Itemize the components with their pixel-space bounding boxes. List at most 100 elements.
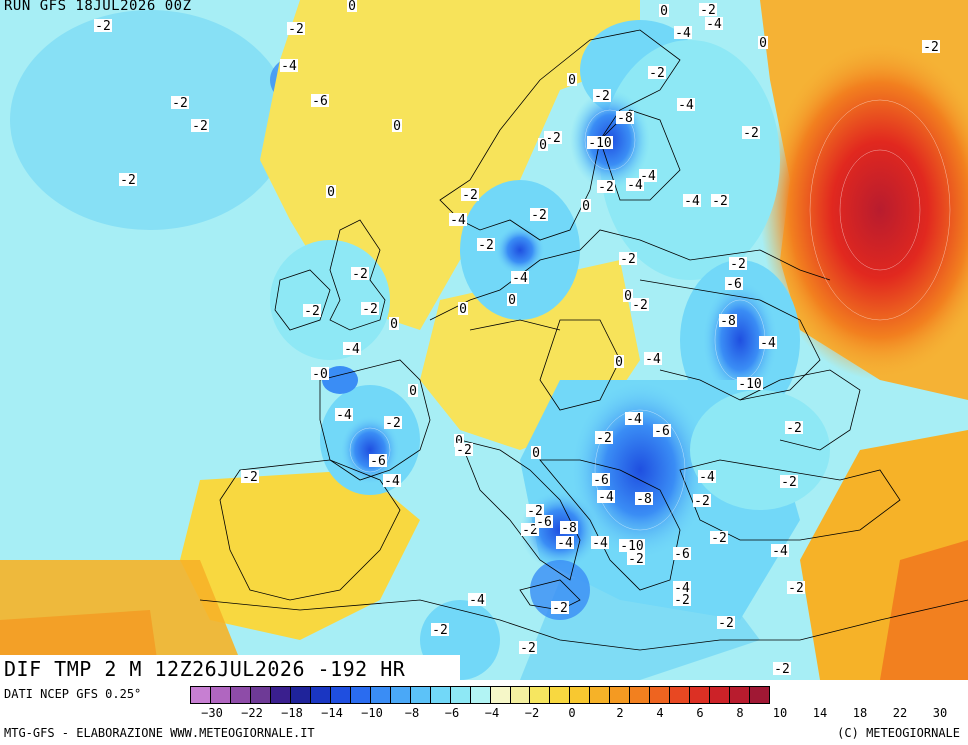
isoline-label: 0	[454, 434, 464, 449]
color-swatch	[570, 686, 591, 704]
isoline-label: -6	[311, 94, 329, 109]
isoline-label: -2	[477, 238, 495, 253]
isoline-label-text: -4	[469, 593, 485, 608]
isoline-label-text: -2	[674, 593, 690, 608]
color-scale-tick: −8	[404, 706, 420, 720]
isoline-label: 0	[581, 199, 591, 214]
isoline-label: -6	[535, 515, 553, 530]
isoline-label-text: 0	[539, 138, 547, 153]
color-scale-bar	[190, 686, 771, 704]
isoline-label: -4	[673, 581, 691, 596]
isoline-label: 0	[389, 317, 399, 332]
isoline-label-text: 0	[508, 293, 516, 308]
isoline-label-text: -10	[738, 377, 761, 392]
color-scale-tick: 8	[736, 706, 744, 720]
color-scale-tick: 10	[772, 706, 788, 720]
isoline-label: -2	[648, 66, 666, 81]
isoline-label: 0	[347, 0, 357, 14]
isoline-label-text: -4	[674, 581, 690, 596]
isoline-label-text: -2	[456, 443, 472, 458]
isoline-label: -2	[94, 19, 112, 34]
isoline-label: 0	[326, 185, 336, 200]
isoline-label: -2	[785, 421, 803, 436]
color-swatch	[310, 686, 331, 704]
color-swatch	[250, 686, 271, 704]
footer-copyright: (C) METEOGIORNALE	[837, 726, 960, 740]
isoline-label: -2	[922, 40, 940, 55]
isoline-label-text: -4	[699, 470, 715, 485]
isoline-label: -4	[683, 194, 701, 209]
isoline-label-text: -4	[450, 213, 466, 228]
color-swatch	[510, 686, 531, 704]
isoline-label-text: -6	[654, 424, 670, 439]
run-title: RUN GFS 18JUL2026 00Z	[4, 0, 192, 14]
isoline-label: -4	[626, 178, 644, 193]
isoline-label: -2	[673, 593, 691, 608]
isoline-label: -2	[787, 581, 805, 596]
isoline-label: -2	[351, 267, 369, 282]
color-swatch	[490, 686, 511, 704]
isoline-label-text: -4	[384, 474, 400, 489]
isoline-label-text: 0	[568, 73, 576, 88]
isoline-label-text: -8	[617, 111, 633, 126]
isoline-label: -6	[592, 473, 610, 488]
isoline-label: -4	[468, 593, 486, 608]
color-scale-tick: −18	[281, 706, 303, 720]
isoline-label: -2	[241, 470, 259, 485]
isoline-label-text: -4	[640, 169, 656, 184]
isoline-label: 0	[758, 36, 768, 51]
isoline-label-text: 0	[459, 302, 467, 317]
isoline-label-text: -2	[786, 421, 802, 436]
isoline-label: -4	[705, 17, 723, 32]
color-swatch	[370, 686, 391, 704]
color-swatch	[430, 686, 451, 704]
isoline-label-text: -6	[312, 94, 328, 109]
isoline-label-text: -6	[536, 515, 552, 530]
isoline-label: 0	[408, 384, 418, 399]
isoline-label-text: 0	[409, 384, 417, 399]
isoline-label: -10	[737, 377, 763, 392]
color-scale-ticks: −30 −22 −18 −14 −10 −8 −6 −4 −2 0 2 4 6 8 10 14 18 22 30	[190, 706, 968, 722]
isoline-label-text: -4	[684, 194, 700, 209]
isolines	[349, 99, 951, 531]
isoline-label-text: -2	[711, 531, 727, 546]
isoline-label-text: -2	[596, 431, 612, 446]
isoline-label-text: -4	[645, 352, 661, 367]
isoline-label-text: -4	[706, 17, 722, 32]
isoline-label-text: 0	[582, 199, 590, 214]
isoline-label-text: -4	[675, 26, 691, 41]
isoline-label: -2	[519, 641, 537, 656]
color-scale-tick: −2	[524, 706, 540, 720]
isoline-label-text: -8	[720, 314, 736, 329]
isoline-label: -6	[369, 454, 387, 469]
isoline-label-text: -2	[522, 523, 538, 538]
field-title: DIF TMP 2 M 12Z26JUL2026 -192 HR	[0, 655, 460, 680]
color-scale-tick: 4	[656, 706, 664, 720]
color-swatch	[470, 686, 491, 704]
isoline-label-text: -4	[557, 536, 573, 551]
isoline-label: -2	[773, 662, 791, 677]
isoline-label-text: -2	[520, 641, 536, 656]
isoline-label-text: 0	[660, 4, 668, 19]
isoline-label-text: -2	[649, 66, 665, 81]
isoline-label: -2	[693, 494, 711, 509]
color-scale-tick: 30	[932, 706, 948, 720]
isoline-label-text: 0	[327, 185, 335, 200]
isoline-label-text: -2	[95, 19, 111, 34]
isoline-label-text: 0	[393, 119, 401, 134]
color-swatch	[590, 686, 611, 704]
color-swatch	[730, 686, 751, 704]
isoline-label: -8	[560, 521, 578, 536]
isoline-label: -2	[530, 208, 548, 223]
color-swatch	[330, 686, 351, 704]
isoline-label: -4	[556, 536, 574, 551]
isoline-label: -2	[729, 257, 747, 272]
color-scale-tick: −10	[361, 706, 383, 720]
isoline-label-text: -2	[462, 188, 478, 203]
color-swatch	[390, 686, 411, 704]
color-swatch	[290, 686, 311, 704]
isoline-label-text: -2	[774, 662, 790, 677]
color-scale-tick: 2	[616, 706, 624, 720]
isoline-label-text: -2	[632, 298, 648, 313]
isoline-label: -2	[303, 304, 321, 319]
